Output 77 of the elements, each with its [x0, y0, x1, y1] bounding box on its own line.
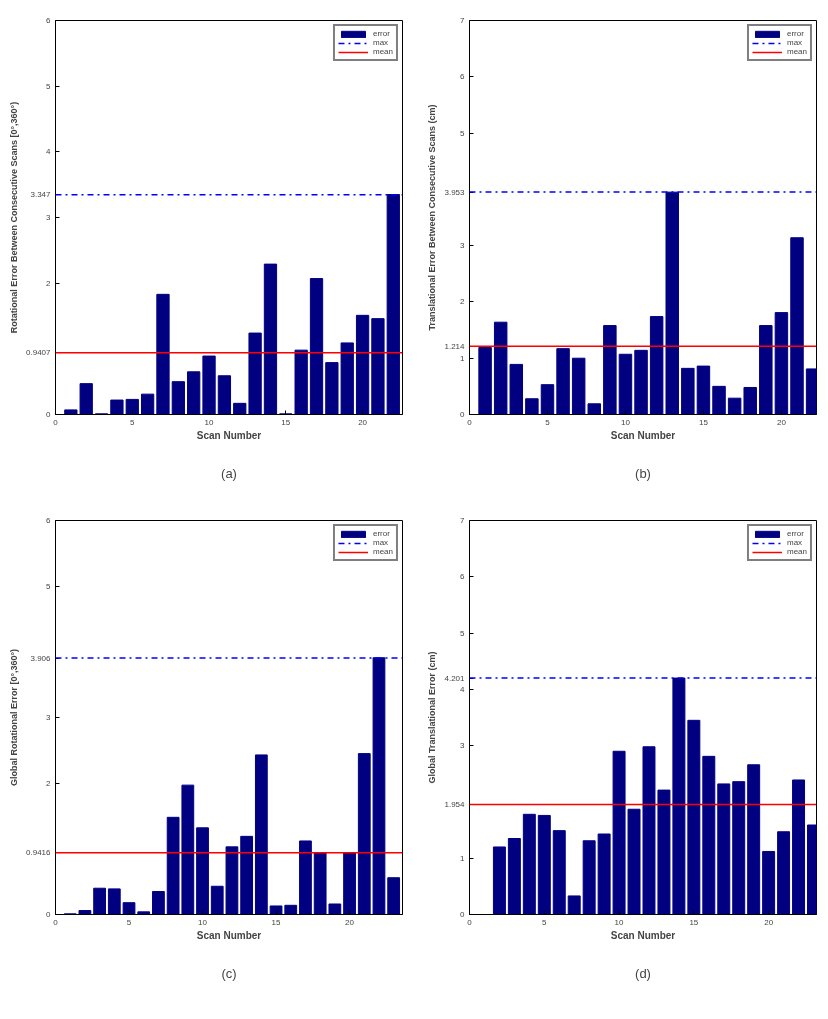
y-tick-label: 6	[460, 72, 466, 82]
y-tick-label: 1	[460, 353, 466, 363]
x-tick-label: 5	[126, 917, 132, 927]
y-tick-label: 1.214	[444, 341, 466, 351]
y-tick-label: 3	[46, 713, 52, 722]
legend-label: max	[786, 538, 804, 547]
x-axis-title: Scan Number	[610, 929, 676, 941]
x-tick-label: 10	[614, 917, 625, 927]
y-tick-label: 6	[46, 16, 52, 25]
y-tick-label: 0	[460, 910, 466, 919]
y-axis-title: Rotational Error Between Consecutive Scans [0°,360°)	[9, 101, 20, 334]
y-tick-label: 0	[46, 910, 52, 919]
x-tick-label: 20	[764, 917, 774, 927]
legend-label: error	[372, 529, 391, 538]
y-tick-label: 6	[460, 572, 466, 582]
y-tick-label: 2	[46, 278, 52, 288]
x-tick-label: 10	[204, 417, 215, 427]
y-tick-label: 3	[46, 213, 52, 222]
x-tick-label: 20	[776, 417, 787, 427]
legend-label: max	[786, 38, 804, 47]
legend-label: error	[786, 529, 805, 538]
x-tick-label: 20	[358, 417, 368, 427]
y-tick-label: 6	[46, 516, 52, 525]
text: (d)	[635, 965, 651, 981]
y-axis-title: Global Rotational Error [0°,360°)	[9, 648, 20, 787]
legend-label: max	[372, 38, 390, 47]
y-tick-label: 5	[46, 581, 52, 591]
y-tick-label: 5	[460, 128, 466, 138]
x-tick-label: 0	[53, 417, 59, 427]
y-tick-label: 3.347	[30, 190, 52, 200]
legend-label: mean	[786, 547, 807, 556]
y-tick-label: 5	[460, 628, 466, 638]
legend-label: max	[372, 538, 390, 547]
y-tick-label: 5	[46, 81, 52, 91]
x-tick-label: 15	[281, 417, 291, 427]
y-tick-label: 2	[460, 297, 466, 307]
x-tick-label: 10	[621, 417, 631, 427]
y-tick-label: 0.9407	[26, 348, 52, 358]
legend-label: mean	[786, 47, 807, 56]
y-tick-label: 1	[460, 853, 466, 863]
x-tick-label: 15	[271, 917, 282, 927]
y-tick-label: 3.906	[30, 653, 52, 663]
y-tick-label: 7	[460, 16, 466, 25]
text: (b)	[635, 465, 651, 481]
legend-label: mean	[372, 47, 393, 56]
text: (c)	[221, 965, 237, 981]
x-tick-label: 5	[542, 917, 548, 927]
y-tick-label: 3	[460, 241, 466, 251]
x-tick-label: 15	[689, 917, 699, 927]
y-tick-label: 1.954	[444, 800, 466, 810]
x-tick-label: 0	[467, 417, 473, 427]
x-tick-label: 0	[467, 917, 473, 927]
y-axis-title: Global Translational Error (cm)	[427, 651, 438, 784]
y-tick-label: 4	[460, 684, 466, 694]
legend-label: error	[786, 29, 805, 38]
y-axis-title: Translational Error Between Consecutive Scans (cm)	[427, 104, 438, 331]
y-tick-label: 4	[46, 147, 52, 157]
x-tick-label: 20	[345, 917, 355, 927]
x-tick-label: 0	[53, 917, 59, 927]
legend-label: error	[372, 29, 391, 38]
text: (a)	[221, 465, 237, 481]
y-tick-label: 3	[460, 741, 466, 751]
x-axis-title: Scan Number	[610, 429, 676, 441]
y-tick-label: 0.9416	[26, 848, 52, 858]
x-tick-label: 5	[130, 417, 136, 427]
y-tick-label: 2	[46, 778, 52, 788]
y-tick-label: 3.953	[444, 187, 466, 197]
x-axis-title: Scan Number	[196, 929, 262, 941]
x-tick-label: 10	[198, 917, 208, 927]
x-tick-label: 15	[698, 417, 709, 427]
x-tick-label: 5	[545, 417, 551, 427]
y-tick-label: 0	[460, 410, 466, 419]
y-tick-label: 4.201	[444, 673, 466, 683]
y-tick-label: 7	[460, 516, 466, 525]
x-axis-title: Scan Number	[196, 429, 262, 441]
y-tick-label: 0	[46, 410, 52, 419]
legend-label: mean	[372, 547, 393, 556]
